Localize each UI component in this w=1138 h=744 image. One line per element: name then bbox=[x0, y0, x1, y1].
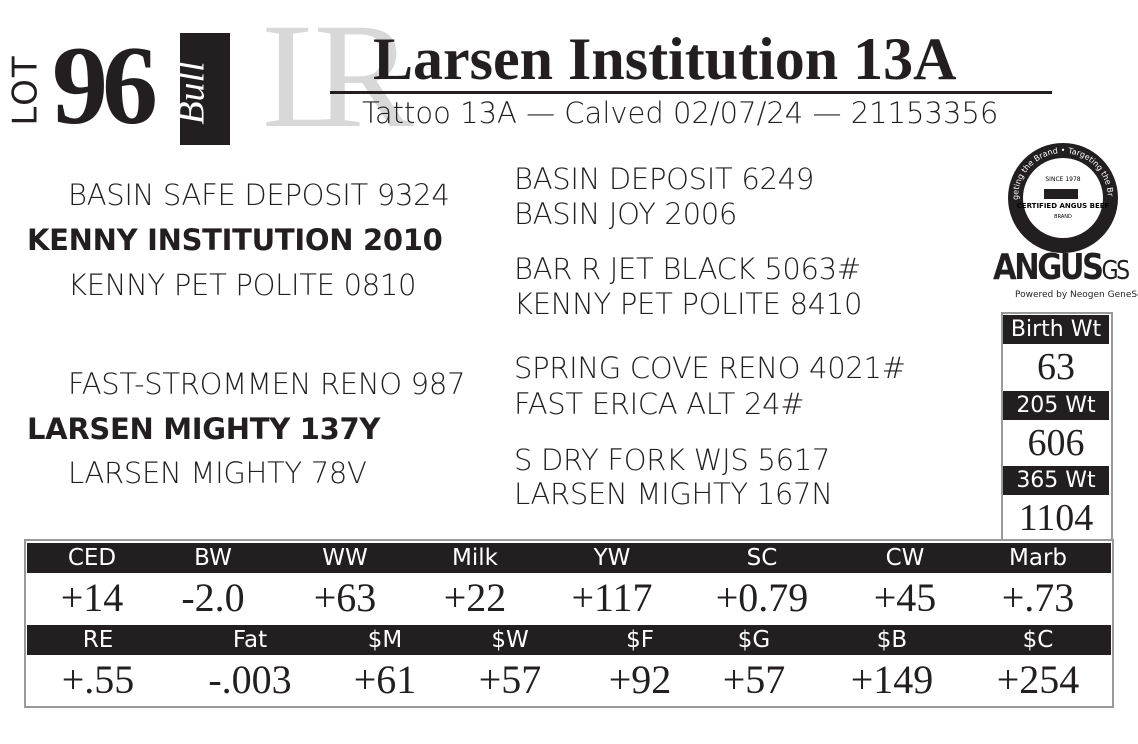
epd-label: $F bbox=[626, 627, 654, 653]
epd-label: $M bbox=[367, 627, 403, 653]
sex-badge: Bull bbox=[171, 33, 230, 145]
epd-value: +14 bbox=[60, 575, 124, 620]
epd-value: +45 bbox=[873, 575, 937, 620]
pedigree-third-gen: SPRING COVE RENO 4021# bbox=[514, 351, 906, 385]
epd-value: +254 bbox=[996, 657, 1080, 702]
gs-word: GS bbox=[1101, 256, 1131, 286]
lot-number: 96 bbox=[52, 24, 158, 148]
epd-table bbox=[24, 539, 1114, 708]
sex-label: Bull bbox=[170, 61, 213, 125]
title-rule bbox=[330, 91, 1052, 94]
epd-label: CW bbox=[885, 545, 925, 571]
pedigree-sire-dam: KENNY PET POLITE 0810 bbox=[68, 268, 417, 302]
epd-label: $G bbox=[737, 627, 771, 653]
cab-brand: BRAND bbox=[1054, 214, 1072, 220]
cab-logo: SINCE 1978 CERTIFIED ANGUS BEEF BRAND Ta… bbox=[1006, 141, 1118, 253]
pedigree-dam-dam: LARSEN MIGHTY 78V bbox=[68, 456, 367, 490]
epd-label: Fat bbox=[232, 627, 268, 653]
epd-label: BW bbox=[194, 545, 232, 571]
epd-value: +92 bbox=[608, 657, 672, 702]
weight-value: 63 bbox=[1037, 346, 1075, 388]
epd-header-bar bbox=[27, 625, 1111, 655]
weight-value: 1104 bbox=[1018, 497, 1094, 539]
epd-value: +117 bbox=[571, 575, 653, 620]
angus-gs-tagline: Powered by Neogen GeneSeek bbox=[1015, 290, 1138, 300]
epd-value: +0.79 bbox=[715, 575, 809, 620]
pedigree-third-gen: BASIN JOY 2006 bbox=[514, 197, 738, 231]
weight-label: 205 Wt bbox=[1003, 391, 1109, 420]
epd-value: +63 bbox=[313, 575, 377, 620]
weight-label: 365 Wt bbox=[1003, 466, 1109, 495]
cab-since: SINCE 1978 bbox=[1045, 176, 1080, 183]
pedigree-sire: KENNY INSTITUTION 2010 bbox=[27, 223, 443, 257]
epd-label: YW bbox=[593, 545, 631, 571]
angus-word: ANGUS bbox=[993, 247, 1104, 288]
epd-header-bar bbox=[27, 543, 1111, 573]
epd-label: CED bbox=[67, 545, 117, 571]
epd-value: -.003 bbox=[208, 657, 292, 702]
weight-label: Birth Wt bbox=[1003, 315, 1109, 344]
pedigree-third-gen: KENNY PET POLITE 8410 bbox=[514, 287, 863, 321]
epd-value: +22 bbox=[443, 575, 507, 620]
epd-value: +.55 bbox=[61, 657, 135, 702]
epd-value: +.73 bbox=[1001, 575, 1075, 620]
epd-label: SC bbox=[746, 545, 778, 571]
epd-label: RE bbox=[82, 627, 114, 653]
pedigree-sire-sire: BASIN SAFE DEPOSIT 9324 bbox=[68, 178, 450, 212]
pedigree-third-gen: BASIN DEPOSIT 6249 bbox=[514, 162, 814, 196]
watermark-logo: LR bbox=[262, 0, 414, 159]
epd-value: -2.0 bbox=[181, 575, 245, 620]
epd-label: Milk bbox=[452, 545, 498, 571]
cab-name: CERTIFIED ANGUS BEEF bbox=[1017, 202, 1110, 210]
pedigree-third-gen: BAR R JET BLACK 5063# bbox=[514, 252, 861, 286]
animal-details: Tattoo 13A — Calved 02/07/24 — 21153356 bbox=[362, 96, 999, 130]
epd-label: Marb bbox=[1009, 545, 1067, 571]
epd-label: WW bbox=[322, 545, 368, 571]
lot-label: LOT bbox=[5, 54, 46, 126]
epd-value: +57 bbox=[478, 657, 542, 702]
epd-value: +149 bbox=[850, 657, 934, 702]
pedigree-dam-sire: FAST-STROMMEN RENO 987 bbox=[68, 367, 466, 401]
angus-gs-logo: ANGUSGS bbox=[993, 247, 1131, 288]
pedigree-third-gen: FAST ERICA ALT 24# bbox=[514, 387, 805, 421]
epd-label: $C bbox=[1022, 627, 1054, 653]
pedigree-dam: LARSEN MIGHTY 137Y bbox=[27, 412, 381, 446]
epd-value: +61 bbox=[353, 657, 417, 702]
epd-label: $W bbox=[491, 627, 529, 653]
epd-value: +57 bbox=[722, 657, 786, 702]
pedigree-third-gen: S DRY FORK WJS 5617 bbox=[514, 443, 831, 477]
epd-label: $B bbox=[876, 627, 908, 653]
animal-name: Larsen Institution 13A bbox=[373, 26, 957, 92]
pedigree-third-gen: LARSEN MIGHTY 167N bbox=[514, 477, 833, 511]
weight-value: 606 bbox=[1027, 422, 1085, 464]
